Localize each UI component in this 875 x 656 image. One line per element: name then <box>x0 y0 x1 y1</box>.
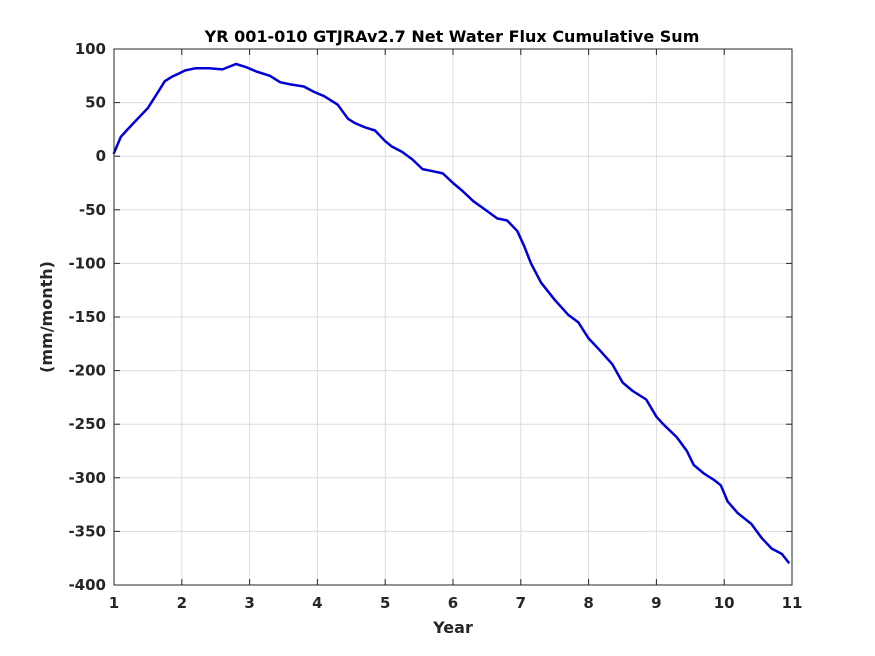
y-tick-label: -300 <box>68 469 106 487</box>
y-tick-label: -350 <box>68 522 106 540</box>
chart-title: YR 001-010 GTJRAv2.7 Net Water Flux Cumu… <box>204 27 700 46</box>
y-tick-label: -100 <box>68 254 106 272</box>
y-tick-label: -50 <box>79 201 106 219</box>
x-tick-label: 10 <box>714 594 735 612</box>
x-tick-label: 2 <box>177 594 187 612</box>
y-tick-label: 50 <box>85 94 106 112</box>
y-tick-label: 0 <box>96 147 106 165</box>
x-tick-label: 9 <box>651 594 661 612</box>
y-tick-label: -150 <box>68 308 106 326</box>
x-tick-label: 7 <box>516 594 526 612</box>
x-tick-label: 1 <box>109 594 119 612</box>
x-tick-label: 4 <box>312 594 322 612</box>
x-tick-label: 5 <box>380 594 390 612</box>
y-tick-label: -250 <box>68 415 106 433</box>
x-tick-label: 3 <box>244 594 254 612</box>
x-tick-labels: 1 2 3 4 5 6 7 8 9 10 11 <box>109 594 803 612</box>
plot-frame <box>113 48 793 586</box>
series-line-net-water-flux <box>112 62 790 564</box>
x-axis-label: Year <box>432 618 473 637</box>
x-tick-label: 6 <box>448 594 458 612</box>
y-tick-labels: 100 50 0 -50 -100 -150 -200 -250 -300 -350 -400 <box>68 40 106 594</box>
x-tick-label: 11 <box>782 594 803 612</box>
y-tick-label: 100 <box>75 40 106 58</box>
y-tick-label: -400 <box>68 576 106 594</box>
y-axis-label: (mm/month) <box>37 261 56 373</box>
x-tick-label: 8 <box>583 594 593 612</box>
y-tick-label: -200 <box>68 362 106 380</box>
